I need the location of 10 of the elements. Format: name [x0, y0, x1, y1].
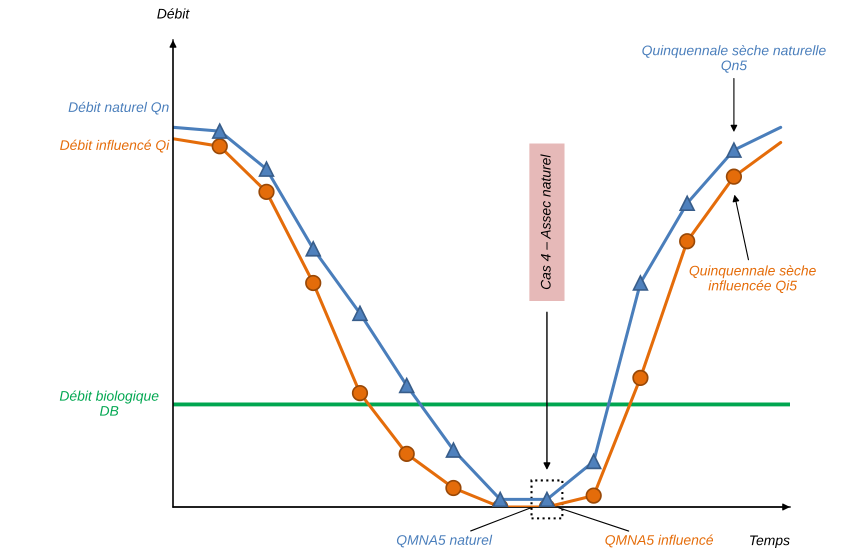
text: Débit [157, 8, 190, 19]
text: Débit influencé Qi [60, 140, 170, 153]
text: Quinquennale sèche naturelle Qn5 [642, 44, 826, 73]
annotation: Quinquennale sèche influencée Qi5 [690, 265, 816, 293]
text: QMNA5 influencé [605, 534, 714, 548]
text: QMNA5 naturel [396, 534, 492, 548]
x-axis-title: Temps [750, 536, 790, 548]
text: Débit naturel Qn [68, 102, 169, 115]
ref-line-label: Débit biologique DB [60, 390, 158, 416]
annotation: Cas 4 – Assec naturel [540, 154, 551, 290]
